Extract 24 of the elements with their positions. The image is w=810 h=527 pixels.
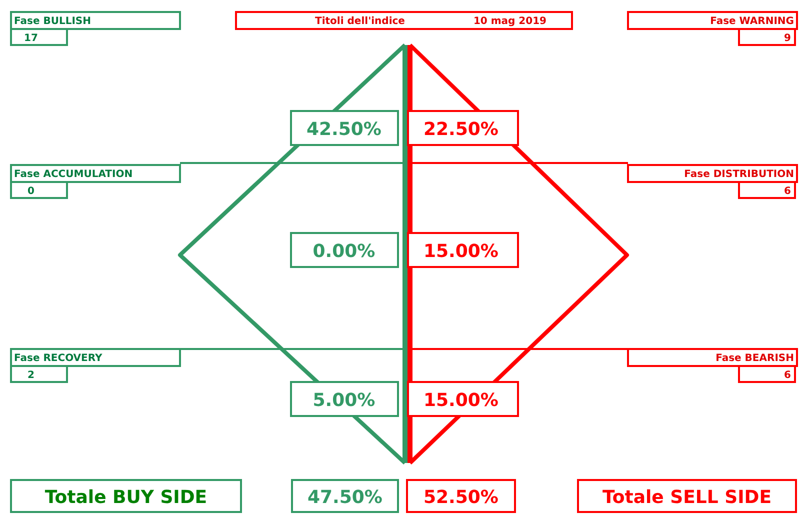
- category-label: Fase RECOVERY: [14, 353, 104, 364]
- text: 52.50%: [424, 487, 498, 508]
- text: 0.00%: [312, 241, 376, 262]
- data-label: 17: [24, 33, 38, 44]
- data-label: 0: [28, 186, 35, 197]
- category-label: Fase BULLISH: [14, 16, 91, 27]
- text: Totale BUY SIDE: [44, 487, 208, 508]
- text: Titoli dell'indice: [315, 16, 406, 27]
- text: 47.50%: [308, 487, 382, 508]
- text: 5.00%: [312, 390, 376, 411]
- category-label: Fase BEARISH: [716, 353, 794, 364]
- text: 22.50%: [424, 119, 498, 140]
- category-label: Fase DISTRIBUTION: [684, 169, 794, 180]
- text: 15.00%: [424, 390, 498, 411]
- data-label: 2: [28, 370, 35, 381]
- category-label: Fase ACCUMULATION: [14, 169, 133, 180]
- text: 15.00%: [424, 241, 498, 262]
- text: 42.50%: [306, 119, 382, 140]
- data-label: 9: [784, 33, 792, 44]
- category-label: Fase WARNING: [710, 16, 794, 27]
- data-label: 6: [784, 370, 792, 381]
- text: Totale SELL SIDE: [602, 487, 772, 508]
- data-label: 6: [784, 186, 792, 197]
- text: 10 mag 2019: [473, 16, 547, 27]
